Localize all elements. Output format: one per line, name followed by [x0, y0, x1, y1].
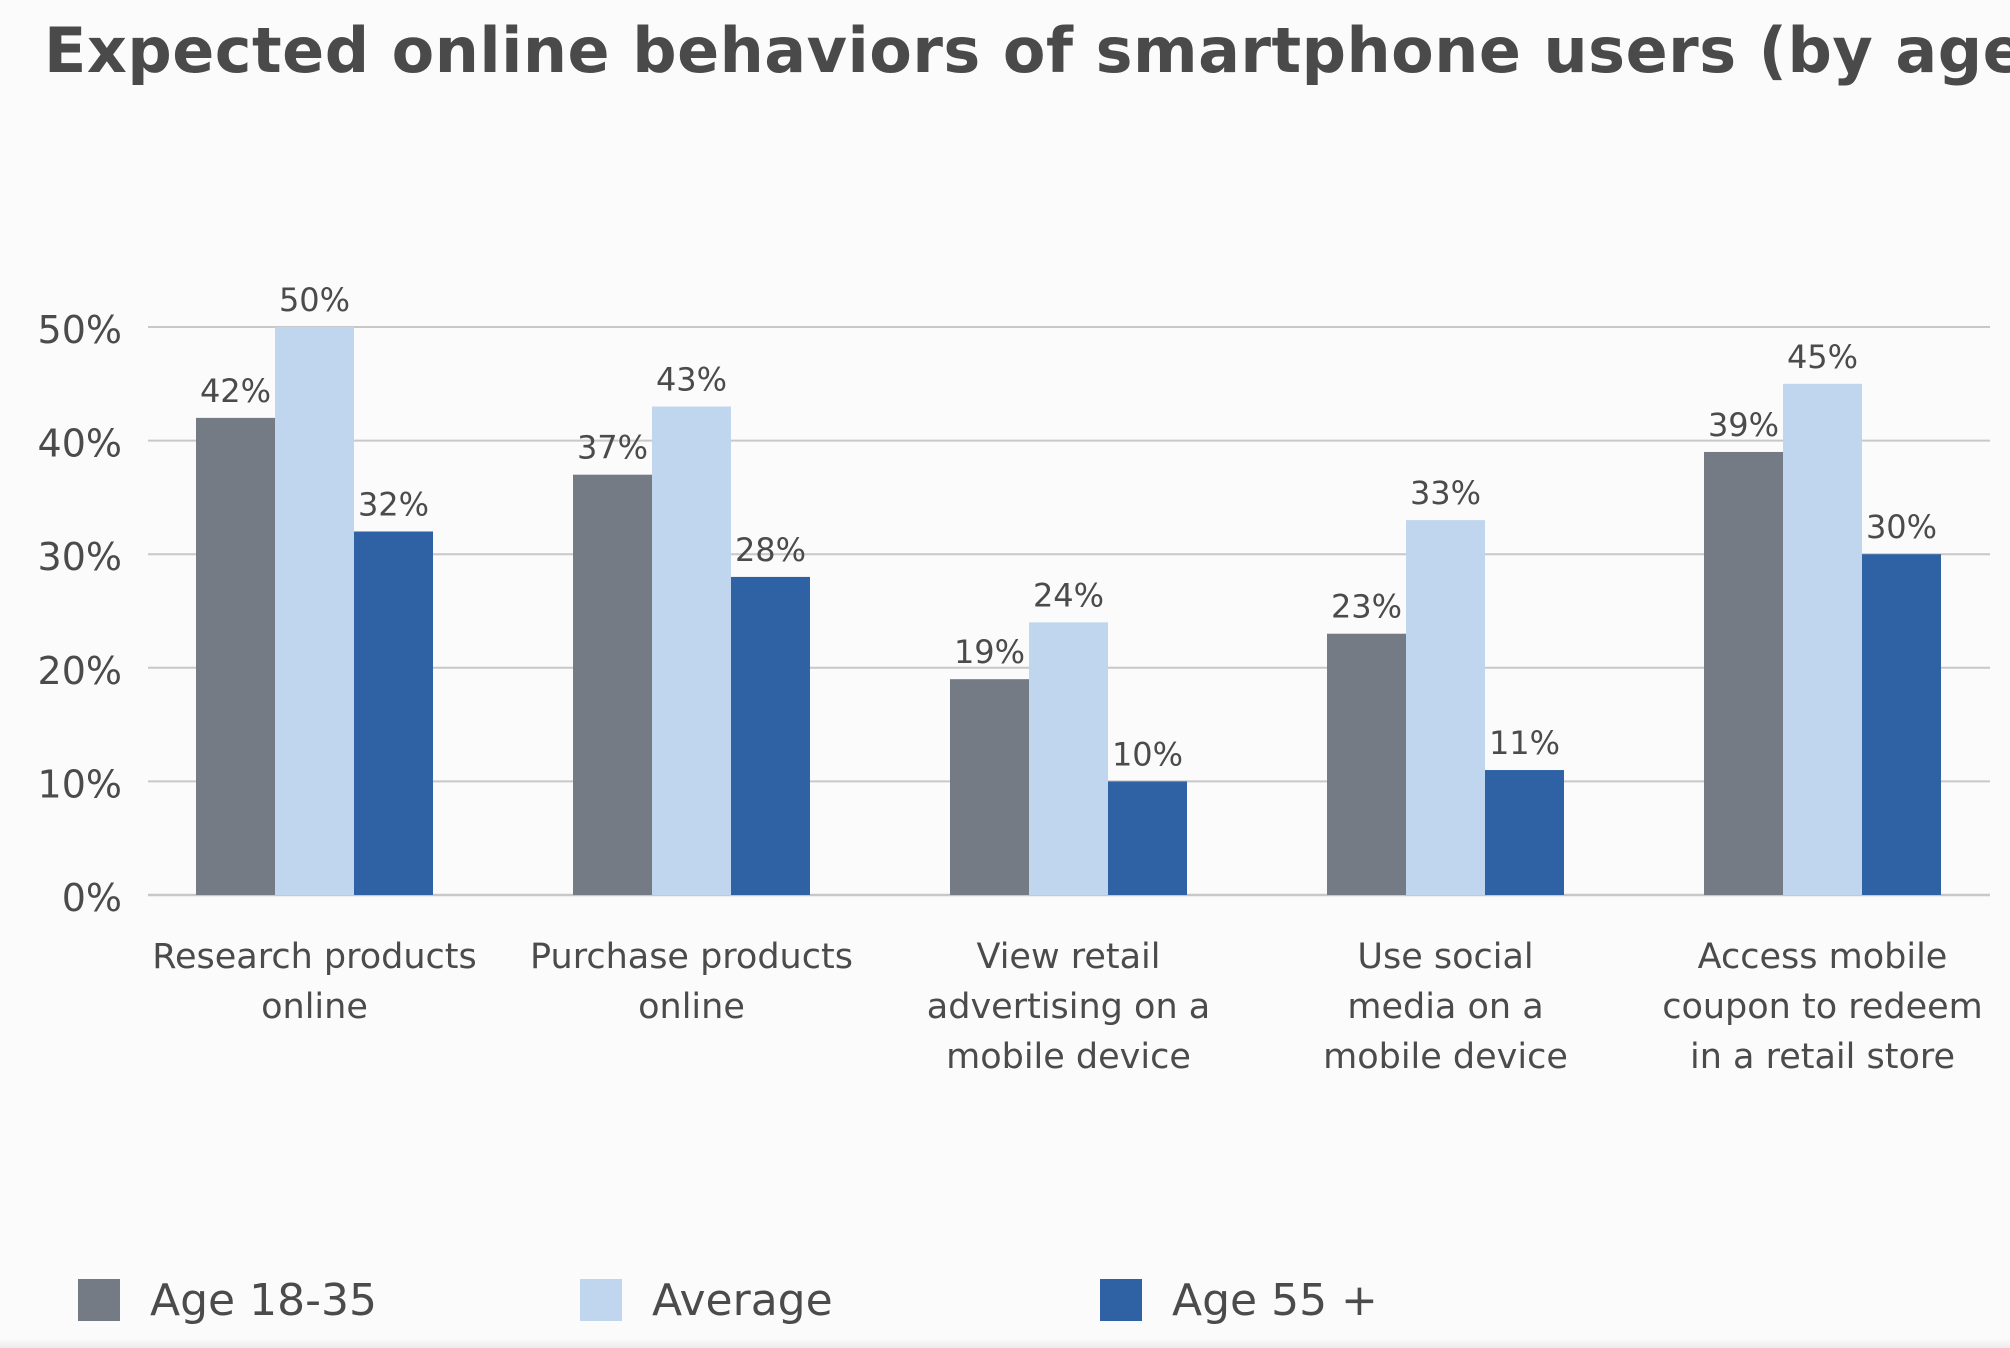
x-category-label: Research products online — [152, 937, 477, 1027]
legend-item-age-55-plus: Age 55 + — [1100, 1270, 1378, 1330]
bar-age-18-35-4 — [1704, 451, 1783, 895]
x-category-label-line: View retail — [977, 937, 1161, 977]
y-tick-label-10: 10% — [38, 762, 122, 806]
bar-age-18-35-2 — [950, 679, 1029, 895]
bar-average-2 — [1029, 622, 1108, 895]
bar-age-55-3 — [1485, 770, 1564, 895]
x-category-label-line: in a retail store — [1690, 1037, 1955, 1077]
x-category-label-line: mobile device — [1323, 1037, 1568, 1077]
bottom-edge-shade — [0, 1338, 2010, 1348]
y-tick-label-0: 0% — [62, 876, 122, 920]
x-category-label: Use social media on a mobile device — [1323, 937, 1568, 1077]
y-tick-label-30: 30% — [38, 535, 122, 579]
legend-item-average: Average — [580, 1270, 833, 1330]
data-label: 24% — [1033, 576, 1104, 614]
x-category-label-line: Purchase products — [530, 937, 853, 977]
chart-legend: Age 18-35 Average Age 55 + — [0, 1270, 2010, 1330]
x-category-label-line: coupon to redeem — [1662, 987, 1983, 1027]
bar-age-18-35-1 — [573, 474, 652, 895]
bar-age-18-35-3 — [1327, 633, 1406, 895]
x-category-label-line: media on a — [1347, 987, 1543, 1027]
data-label: 28% — [735, 531, 806, 569]
x-category-label-line: online — [261, 987, 368, 1027]
data-label: 42% — [200, 372, 271, 410]
data-label: 19% — [954, 633, 1025, 671]
x-category-label-line: Access mobile — [1698, 937, 1948, 977]
bar-age-55-1 — [731, 576, 810, 895]
data-label: 10% — [1112, 735, 1183, 773]
legend-label-average: Average — [652, 1274, 833, 1326]
data-label: 43% — [656, 361, 727, 399]
data-label: 23% — [1331, 588, 1402, 626]
data-label: 32% — [358, 485, 429, 523]
data-label: 11% — [1489, 724, 1560, 762]
x-category-label: Access mobile coupon to redeem in a retail… — [1662, 937, 1983, 1077]
bar-age-18-35-0 — [196, 417, 275, 895]
data-label: 45% — [1787, 338, 1858, 376]
data-label: 37% — [577, 429, 648, 467]
legend-swatch-age-18-35 — [78, 1279, 120, 1321]
legend-label-age-55-plus: Age 55 + — [1172, 1274, 1378, 1326]
bar-average-4 — [1783, 383, 1862, 895]
data-label: 30% — [1866, 508, 1937, 546]
legend-item-age-18-35: Age 18-35 — [78, 1270, 377, 1330]
bar-age-55-0 — [354, 531, 433, 895]
chart-title: Expected online behaviors of smartphone … — [44, 14, 2010, 87]
bar-age-55-4 — [1862, 554, 1941, 895]
x-category-label-line: mobile device — [946, 1037, 1191, 1077]
y-tick-label-40: 40% — [38, 422, 122, 466]
y-tick-label-50: 50% — [38, 308, 122, 352]
x-category-label: Purchase products online — [530, 937, 853, 1027]
legend-label-age-18-35: Age 18-35 — [150, 1274, 377, 1326]
data-label: 39% — [1708, 406, 1779, 444]
bar-average-3 — [1406, 520, 1485, 895]
x-category-label: View retail advertising on a mobile device — [927, 937, 1210, 1077]
bar-age-55-2 — [1108, 781, 1187, 895]
bar-average-0 — [275, 327, 354, 895]
x-category-label-line: Research products — [152, 937, 477, 977]
x-category-label-line: online — [638, 987, 745, 1027]
data-label: 50% — [279, 281, 350, 319]
y-tick-label-20: 20% — [38, 649, 122, 693]
legend-swatch-age-55-plus — [1100, 1279, 1142, 1321]
data-label: 33% — [1410, 474, 1481, 512]
x-category-label-line: advertising on a — [927, 987, 1210, 1027]
legend-swatch-average — [580, 1279, 622, 1321]
x-category-label-line: Use social — [1357, 937, 1533, 977]
bar-average-1 — [652, 406, 731, 895]
